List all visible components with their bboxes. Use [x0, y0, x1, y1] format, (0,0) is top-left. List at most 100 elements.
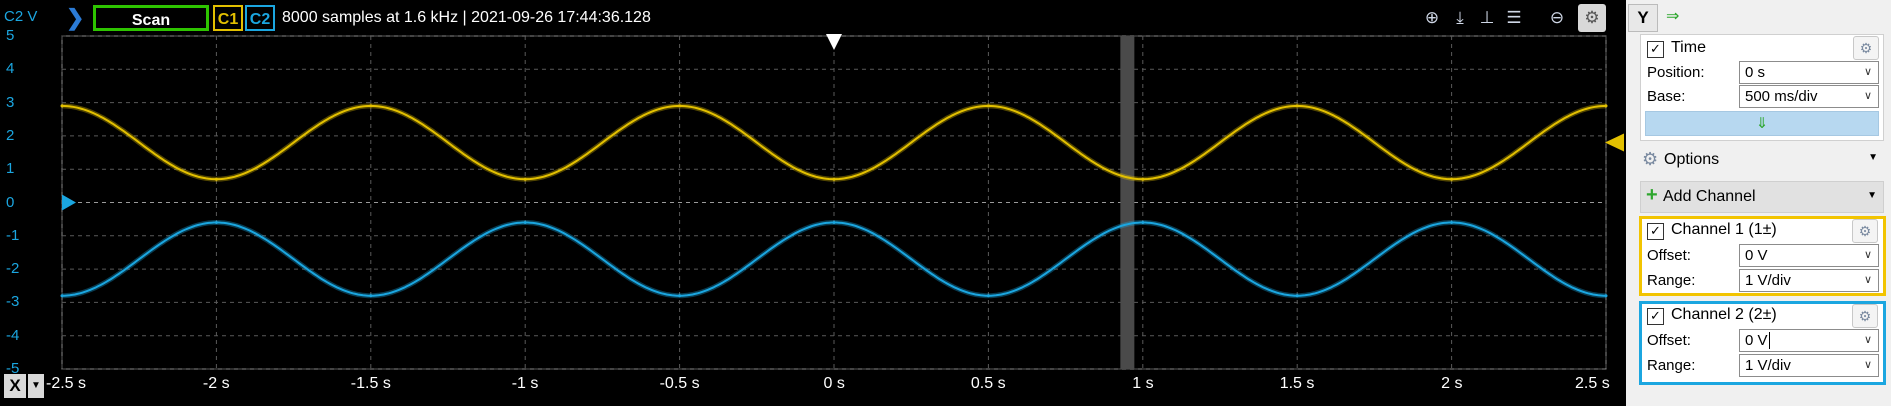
channel2-checkbox[interactable]: ✓ [1647, 308, 1664, 325]
plot-grid [61, 35, 1607, 370]
position-label: Position: [1647, 64, 1705, 81]
channel1-settings-icon[interactable]: ⚙ [1852, 219, 1878, 243]
x-tick-label: 0 s [823, 375, 845, 392]
scope-toolbar: C2 V ❯ Scan C1 C2 8000 samples at 1.6 kH… [0, 0, 1626, 36]
scan-button[interactable]: Scan [93, 5, 209, 31]
run-mode-icon[interactable]: ❯ [66, 5, 85, 30]
arrow-down-icon: ⇓ [1755, 115, 1769, 132]
channel1-title: Channel 1 (1±) [1671, 221, 1777, 238]
chevron-down-icon: ∨ [1863, 90, 1872, 102]
channel1-card: ✓ Channel 1 (1±) ⚙ Offset: 0 V ∨ Range: … [1639, 216, 1886, 296]
position-select[interactable]: 0 s ∨ [1739, 61, 1879, 84]
y-tick-label: -5 [6, 360, 20, 377]
waveform-plot[interactable] [0, 0, 1626, 406]
text-caret [1768, 332, 1770, 349]
data-point-c1 [1295, 104, 1299, 108]
channel1-offset-label: Offset: [1647, 247, 1691, 264]
data-point-c2 [523, 220, 527, 224]
data-point-c2 [832, 220, 836, 224]
x-tick-label: 0.5 s [970, 375, 1006, 392]
chevron-down-icon: ∨ [1863, 66, 1872, 78]
data-point-c2 [678, 294, 682, 298]
add-channel-label: Add Channel [1663, 188, 1756, 205]
channel1-level-marker[interactable] [1605, 133, 1624, 152]
data-point-c1 [60, 104, 64, 108]
x-tick-label: 1 s [1132, 375, 1154, 392]
data-point-c1 [1141, 177, 1145, 181]
channel1-offset-value: 0 V [1745, 247, 1768, 264]
side-panel: Y ⇒ ✓ Time ⚙ Position: 0 s ∨ Base: 500 m… [1626, 0, 1891, 406]
data-point-c1 [369, 104, 373, 108]
time-card: ✓ Time ⚙ Position: 0 s ∨ Base: 500 ms/di… [1640, 34, 1884, 141]
options-button[interactable]: ⚙ Options ▼ [1640, 145, 1884, 177]
channel1-chip[interactable]: C1 [213, 5, 243, 31]
channel1-offset-select[interactable]: 0 V ∨ [1739, 244, 1879, 267]
settings-icon[interactable]: ⚙ [1578, 4, 1606, 32]
plus-icon: + [1646, 184, 1658, 206]
channel2-range-select[interactable]: 1 V/div ∨ [1739, 354, 1879, 377]
x-tick-label: -2 s [202, 375, 230, 392]
channel2-offset-input[interactable]: 0 V ∨ [1739, 329, 1879, 352]
data-point-c1 [1450, 177, 1454, 181]
y-tick-label: -3 [6, 293, 20, 311]
channel2-zero-marker[interactable] [62, 194, 76, 211]
chevron-down-icon: ∨ [1863, 249, 1872, 261]
x-axis-dropdown-icon[interactable]: ▼ [28, 374, 44, 398]
x-tick-label: -1.5 s [350, 375, 391, 392]
scope-display[interactable]: C2 V ❯ Scan C1 C2 8000 samples at 1.6 kH… [0, 0, 1626, 406]
cursor-down-icon[interactable]: ⤓ [1456, 8, 1464, 27]
data-point-c2 [1141, 220, 1145, 224]
data-point-c1 [1604, 104, 1608, 108]
x-tick-label: 2 s [1441, 375, 1463, 392]
zoom-in-icon[interactable]: ⊕ [1424, 8, 1440, 27]
chevron-down-icon: ∨ [1863, 359, 1872, 371]
x-tick-label: -2.5 s [46, 375, 87, 392]
add-channel-button[interactable]: + Add Channel ▼ [1640, 181, 1884, 213]
position-value: 0 s [1745, 64, 1766, 81]
data-point-c2 [214, 220, 218, 224]
time-cursor[interactable] [1120, 36, 1135, 369]
trigger-marker-icon[interactable] [826, 34, 842, 50]
y-tick-label: 4 [6, 60, 15, 78]
x-tick-label: -0.5 s [659, 375, 700, 392]
data-point-c2 [60, 294, 64, 298]
x-tick-label: 2.5 s [1575, 375, 1610, 392]
chevron-down-icon: ∨ [1863, 274, 1872, 286]
y-tick-label: -1 [6, 226, 20, 244]
x-tick-label: 1.5 s [1279, 375, 1315, 392]
data-point-c2 [1295, 294, 1299, 298]
y-tick-label: 1 [6, 160, 15, 178]
base-value: 500 ms/div [1745, 88, 1818, 105]
chevron-down-icon: ∨ [1863, 334, 1872, 346]
channel1-checkbox[interactable]: ✓ [1647, 223, 1664, 240]
y-tick-label: -2 [6, 260, 20, 278]
y-tick-label: 0 [6, 193, 15, 211]
y-tick-label: 3 [6, 93, 15, 111]
panel-collapse-arrow-icon[interactable]: ⇒ [1666, 8, 1680, 25]
channel2-range-value: 1 V/div [1745, 357, 1791, 374]
zoom-out-icon[interactable]: ⊖ [1549, 8, 1565, 27]
y-axis-channel-label: C2 V [4, 8, 38, 25]
x-axis-button[interactable]: X [4, 374, 26, 398]
add-channel-dropdown-icon: ▼ [1867, 190, 1877, 201]
channel2-range-label: Range: [1647, 357, 1696, 374]
y-button[interactable]: Y [1628, 4, 1658, 32]
options-gear-icon: ⚙ [1642, 149, 1659, 169]
time-apply-button[interactable]: ⇓ [1645, 111, 1879, 136]
data-point-c1 [678, 104, 682, 108]
cursor-horizontal-icon[interactable]: ⊥ [1479, 8, 1495, 27]
channel2-card: ✓ Channel 2 (2±) ⚙ Offset: 0 V ∨ Range: … [1639, 301, 1886, 385]
time-title: Time [1671, 39, 1706, 56]
channel2-settings-icon[interactable]: ⚙ [1852, 304, 1878, 328]
channel2-chip[interactable]: C2 [245, 5, 275, 31]
time-settings-icon[interactable]: ⚙ [1853, 36, 1879, 60]
cursor-measure-icon[interactable]: ☰ [1506, 8, 1522, 27]
base-label: Base: [1647, 88, 1686, 105]
x-tick-label: -1 s [511, 375, 539, 392]
base-select[interactable]: 500 ms/div ∨ [1739, 85, 1879, 108]
acquisition-status: 8000 samples at 1.6 kHz | 2021-09-26 17:… [282, 9, 651, 26]
options-label: Options [1664, 151, 1720, 168]
time-checkbox[interactable]: ✓ [1647, 41, 1664, 58]
channel1-range-select[interactable]: 1 V/div ∨ [1739, 269, 1879, 292]
data-point-c2 [1604, 294, 1608, 298]
